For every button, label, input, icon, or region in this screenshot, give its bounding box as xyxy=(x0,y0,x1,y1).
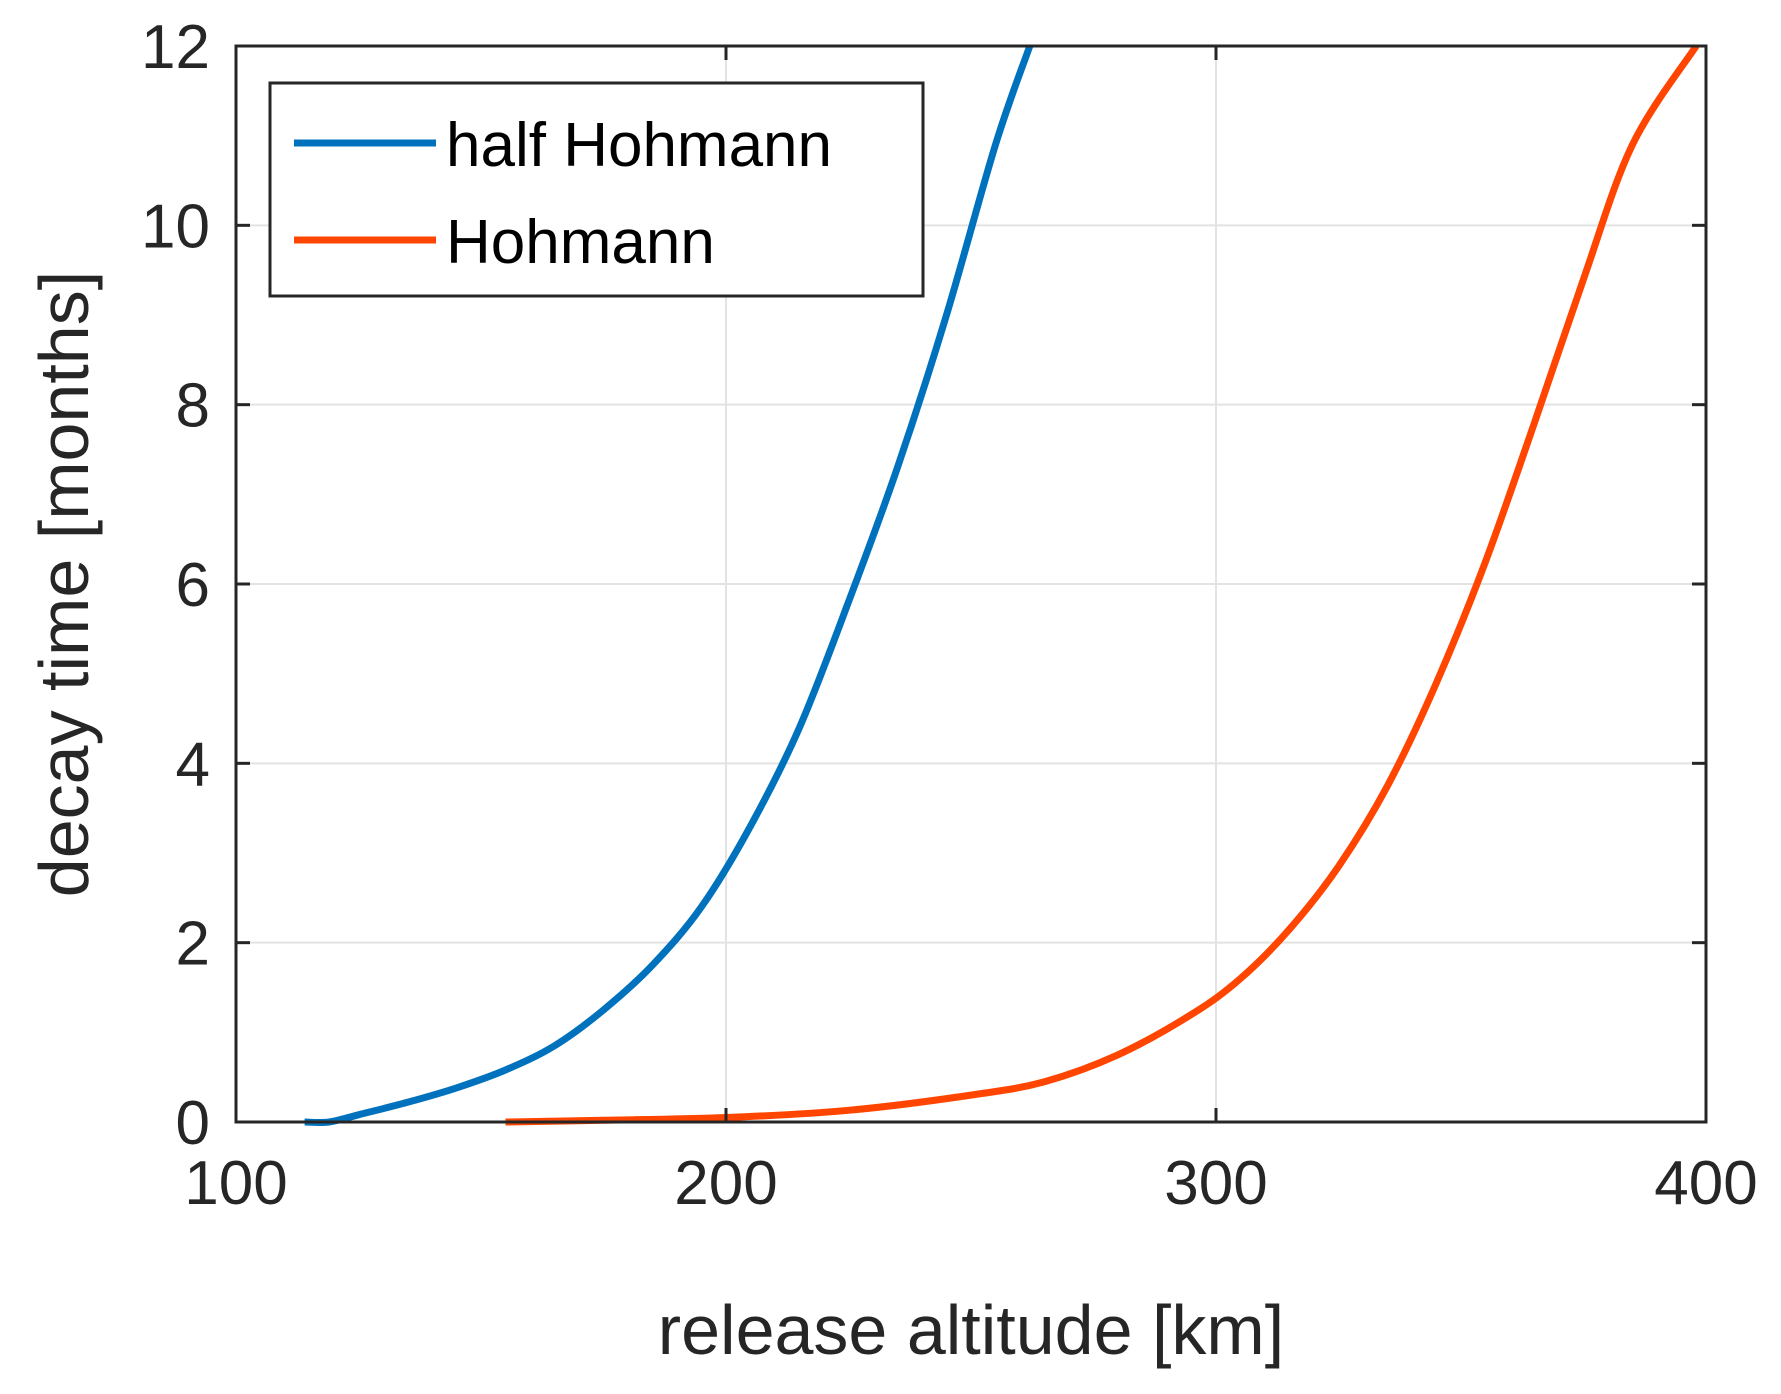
series-line-hohmann xyxy=(505,44,1700,1126)
series-layer xyxy=(304,44,1700,1127)
series-line-half-hohmann xyxy=(304,44,1034,1127)
y-tick-label: 0 xyxy=(176,1089,210,1158)
tick-marks xyxy=(234,44,1708,1124)
x-axis-label: release altitude [km] xyxy=(658,1291,1284,1369)
legend-label-half-hohmann: half Hohmann xyxy=(446,111,832,180)
y-tick-label: 10 xyxy=(141,192,210,261)
y-tick-label: 12 xyxy=(141,13,210,82)
y-tick-label: 2 xyxy=(176,910,210,979)
y-tick-label: 4 xyxy=(176,730,210,799)
x-tick-labels: 100 200 300 400 xyxy=(184,1149,1757,1218)
y-tick-labels: 0 2 4 6 8 10 12 xyxy=(141,13,210,1158)
x-tick-label: 300 xyxy=(1164,1149,1267,1218)
legend-box xyxy=(268,81,925,298)
x-tick-label: 400 xyxy=(1654,1149,1757,1218)
x-tick-label: 100 xyxy=(184,1149,287,1218)
y-axis-label: decay time [months] xyxy=(25,271,103,897)
y-tick-label: 8 xyxy=(176,372,210,441)
legend-label-hohmann: Hohmann xyxy=(446,208,715,277)
legend: half Hohmann Hohmann xyxy=(268,81,925,298)
y-tick-label: 6 xyxy=(176,551,210,620)
x-tick-label: 200 xyxy=(674,1149,777,1218)
